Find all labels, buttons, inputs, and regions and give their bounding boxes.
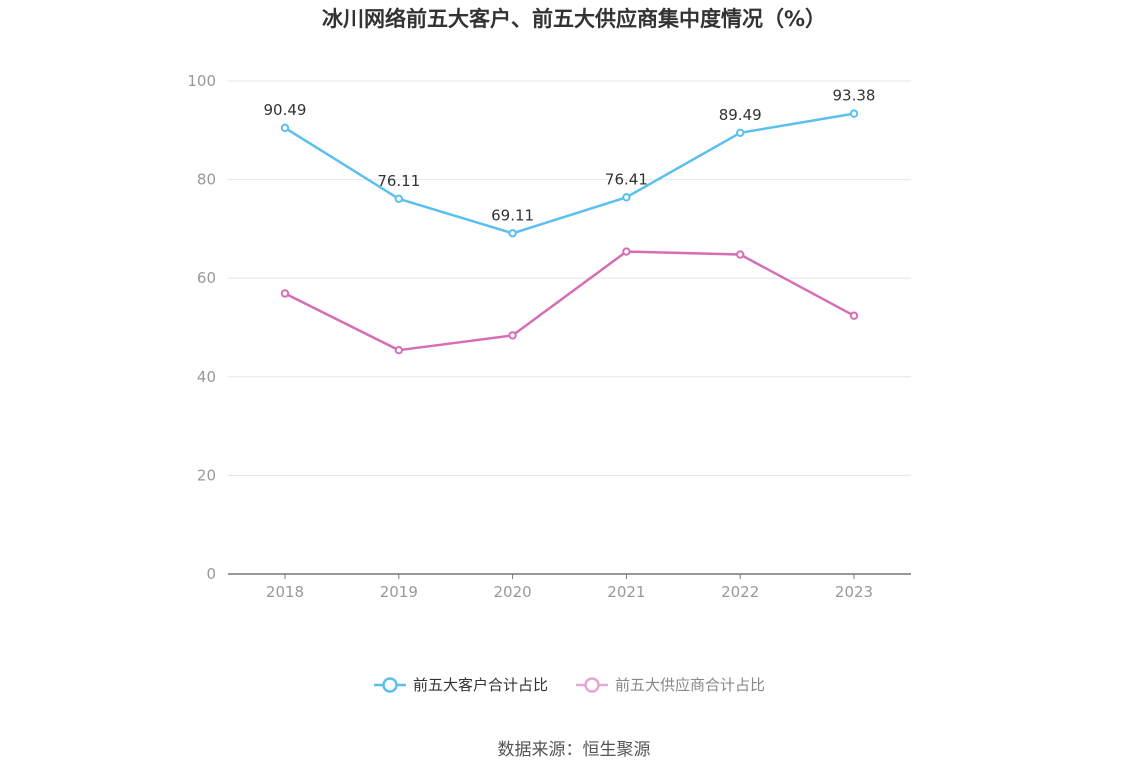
data-point xyxy=(280,123,290,133)
series-line xyxy=(284,250,855,352)
data-point xyxy=(849,109,859,118)
legend-item-2[interactable]: 前五大供应商合计占比 xyxy=(576,676,765,694)
series-line xyxy=(284,112,855,235)
data-label: 69.11 xyxy=(491,206,534,224)
y-tick-label: 20 xyxy=(197,466,216,484)
series-2 xyxy=(280,247,859,355)
x-tick-label: 2021 xyxy=(607,583,645,601)
grid-lines xyxy=(228,80,911,476)
y-tick-label: 80 xyxy=(197,171,216,189)
x-tick-label: 2019 xyxy=(380,583,418,601)
data-point xyxy=(394,194,403,203)
data-point xyxy=(849,311,859,320)
data-point xyxy=(622,247,631,256)
source-note: 数据来源：恒生聚源 xyxy=(498,740,651,760)
x-axis: 2018 2019 2020 2021 2022 2023 xyxy=(228,573,911,601)
legend-marker xyxy=(584,677,600,693)
data-point xyxy=(736,250,745,259)
x-tick-label: 2023 xyxy=(835,583,873,601)
x-tick-label: 2018 xyxy=(266,583,304,601)
legend[interactable]: 前五大客户合计占比 前五大供应商合计占比 xyxy=(374,676,765,694)
y-axis-ticks: 0 20 40 60 80 100 xyxy=(187,72,216,583)
legend-item-1[interactable]: 前五大客户合计占比 xyxy=(374,676,548,694)
y-tick-label: 60 xyxy=(197,269,216,287)
legend-label: 前五大供应商合计占比 xyxy=(615,676,765,694)
data-point xyxy=(394,345,403,355)
x-tick-label: 2022 xyxy=(721,583,759,601)
data-point xyxy=(508,229,517,238)
data-point xyxy=(508,331,517,340)
y-tick-label: 40 xyxy=(197,368,216,386)
series-group: 90.49 76.11 69.11 76.41 89.49 93.38 xyxy=(264,87,876,355)
data-label: 90.49 xyxy=(264,101,307,119)
legend-marker xyxy=(382,677,398,693)
data-point xyxy=(736,128,745,138)
legend-label: 前五大客户合计占比 xyxy=(413,676,548,694)
data-point xyxy=(280,289,290,298)
data-label: 89.49 xyxy=(719,106,762,124)
data-point xyxy=(622,193,631,202)
data-label: 93.38 xyxy=(833,87,876,105)
series-1: 90.49 76.11 69.11 76.41 89.49 93.38 xyxy=(264,87,876,238)
x-tick-label: 2020 xyxy=(494,583,532,601)
data-label: 76.11 xyxy=(377,172,420,190)
chart-title: 冰川网络前五大客户、前五大供应商集中度情况（%） xyxy=(322,7,826,31)
y-tick-label: 100 xyxy=(187,72,216,90)
y-tick-label: 0 xyxy=(206,565,216,583)
data-label: 76.41 xyxy=(605,170,648,188)
